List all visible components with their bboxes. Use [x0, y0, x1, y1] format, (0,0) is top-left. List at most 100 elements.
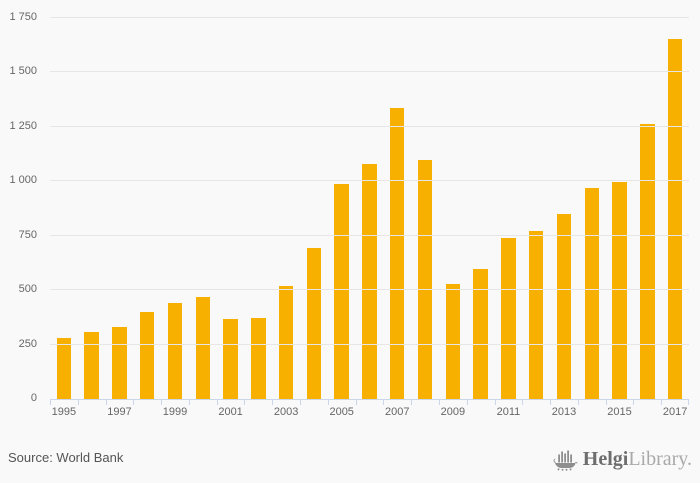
y-axis-label-1000: 1 000: [9, 174, 37, 187]
y-axis-label-250: 250: [18, 337, 37, 350]
bar-1998[interactable]: [140, 311, 155, 399]
x-axis-tick: [522, 399, 524, 405]
bar-slot-2014: [578, 18, 606, 399]
x-axis-tick: [77, 399, 79, 405]
x-axis-tick: [300, 399, 302, 405]
bar-slot-2004: [300, 18, 328, 399]
logo-text-helgi: Helgi: [582, 448, 629, 470]
bar-2013[interactable]: [556, 214, 572, 399]
x-axis-label-1997: 1997: [107, 406, 132, 418]
bar-slot-1997: [106, 18, 134, 399]
bar-2007[interactable]: [390, 108, 405, 399]
x-axis-tick: [661, 399, 663, 405]
bar-slot-2012: [522, 18, 550, 399]
bar-2011[interactable]: [501, 238, 516, 399]
bar-2000[interactable]: [195, 296, 211, 399]
bar-2003[interactable]: [278, 285, 294, 399]
x-axis-tick: [133, 399, 135, 405]
bar-2009[interactable]: [445, 284, 461, 399]
bar-slot-2011: [495, 18, 523, 399]
x-axis-tick: [438, 399, 440, 405]
x-axis-label-1999: 1999: [162, 406, 188, 418]
x-axis-label-2011: 2011: [496, 406, 521, 418]
x-axis-tick: [411, 399, 413, 405]
bar-2002[interactable]: [251, 317, 266, 399]
bar-slot-2013: [550, 18, 578, 399]
x-axis-tick: [494, 399, 496, 405]
y-axis-label-500: 500: [18, 283, 37, 296]
x-axis-tick: [550, 399, 552, 405]
bar-1999[interactable]: [167, 303, 183, 399]
logo-text: HelgiLibrary.: [583, 446, 692, 473]
y-axis-label-1250: 1 250: [9, 119, 37, 132]
plot-area: [50, 17, 689, 400]
y-axis-label-750: 750: [18, 228, 37, 241]
gridline-1000: [50, 180, 689, 182]
gridline-1500: [50, 71, 689, 73]
bar-2017[interactable]: [667, 38, 683, 399]
bar-2008[interactable]: [417, 160, 433, 399]
bar-2005[interactable]: [334, 184, 349, 399]
bar-slot-2016: [633, 18, 661, 399]
x-axis-tick: [161, 399, 163, 405]
x-axis-tick: [355, 399, 357, 405]
x-axis-label-2015: 2015: [607, 406, 632, 418]
y-axis-label-0: 0: [30, 392, 37, 404]
bar-slot-2001: [217, 18, 245, 399]
bar-1997[interactable]: [112, 327, 127, 399]
x-axis-label-2013: 2013: [551, 406, 577, 418]
x-axis-label-2005: 2005: [329, 406, 354, 418]
logo-text-library: Library.: [628, 448, 692, 470]
y-axis-label-1750: 1 750: [9, 11, 37, 23]
x-axis-label-2001: 2001: [218, 406, 243, 418]
source-label: Source: World Bank: [8, 450, 124, 465]
bar-slot-2003: [272, 18, 300, 399]
x-axis-tick: [244, 399, 246, 405]
x-axis-tick: [577, 399, 579, 405]
bar-2014[interactable]: [584, 188, 599, 399]
x-axis-tick: [383, 399, 385, 405]
x-axis-tick: [633, 399, 635, 405]
x-axis-label-2017: 2017: [662, 406, 688, 418]
x-axis-tick: [216, 399, 218, 405]
gridline-250: [50, 343, 689, 345]
bar-2001[interactable]: [223, 318, 238, 399]
x-axis-tick: [50, 399, 51, 405]
x-axis-tick: [605, 399, 607, 405]
viking-ship-bar-chart-icon: [553, 450, 578, 471]
helgi-library-logo[interactable]: HelgiLibrary.: [552, 446, 692, 473]
bar-slot-1999: [161, 18, 189, 399]
x-axis-tick: [105, 399, 107, 405]
gridline-500: [50, 289, 689, 291]
bar-slot-2015: [606, 18, 634, 399]
gridline-750: [50, 234, 689, 236]
y-axis-label-1500: 1 500: [9, 65, 37, 78]
bar-slot-2010: [467, 18, 495, 399]
bar-slot-2000: [189, 18, 217, 399]
bar-2016[interactable]: [640, 124, 655, 399]
bar-slot-2009: [439, 18, 467, 399]
x-axis-tick: [188, 399, 190, 405]
bar-slot-1998: [133, 18, 161, 399]
x-axis-label-1995: 1995: [51, 406, 77, 418]
x-axis-ticks: [50, 399, 689, 405]
bar-2010[interactable]: [473, 269, 488, 399]
gridline-1250: [50, 125, 689, 127]
bar-1995[interactable]: [56, 338, 72, 399]
x-axis-tick: [272, 399, 274, 405]
bar-2004[interactable]: [306, 248, 322, 399]
bar-1996[interactable]: [84, 331, 99, 399]
x-axis-label-2003: 2003: [273, 406, 299, 418]
bar-2012[interactable]: [528, 230, 544, 399]
bar-slot-1995: [50, 18, 78, 399]
x-axis-label-2007: 2007: [385, 406, 410, 418]
bar-2006[interactable]: [362, 164, 377, 399]
bar-slot-2007: [383, 18, 411, 399]
bar-slot-2005: [328, 18, 356, 399]
y-axis: 0 250 500 750 1 000 1 250 1 500 1 750: [0, 12, 37, 404]
x-axis-labels: 1995 1997 1999 2001 2003 2005 2007 2009 2011 2013…: [50, 406, 689, 420]
x-axis-label-2009: 2009: [440, 406, 466, 418]
bar-2015[interactable]: [612, 181, 627, 399]
gridline-1750: [50, 17, 689, 18]
